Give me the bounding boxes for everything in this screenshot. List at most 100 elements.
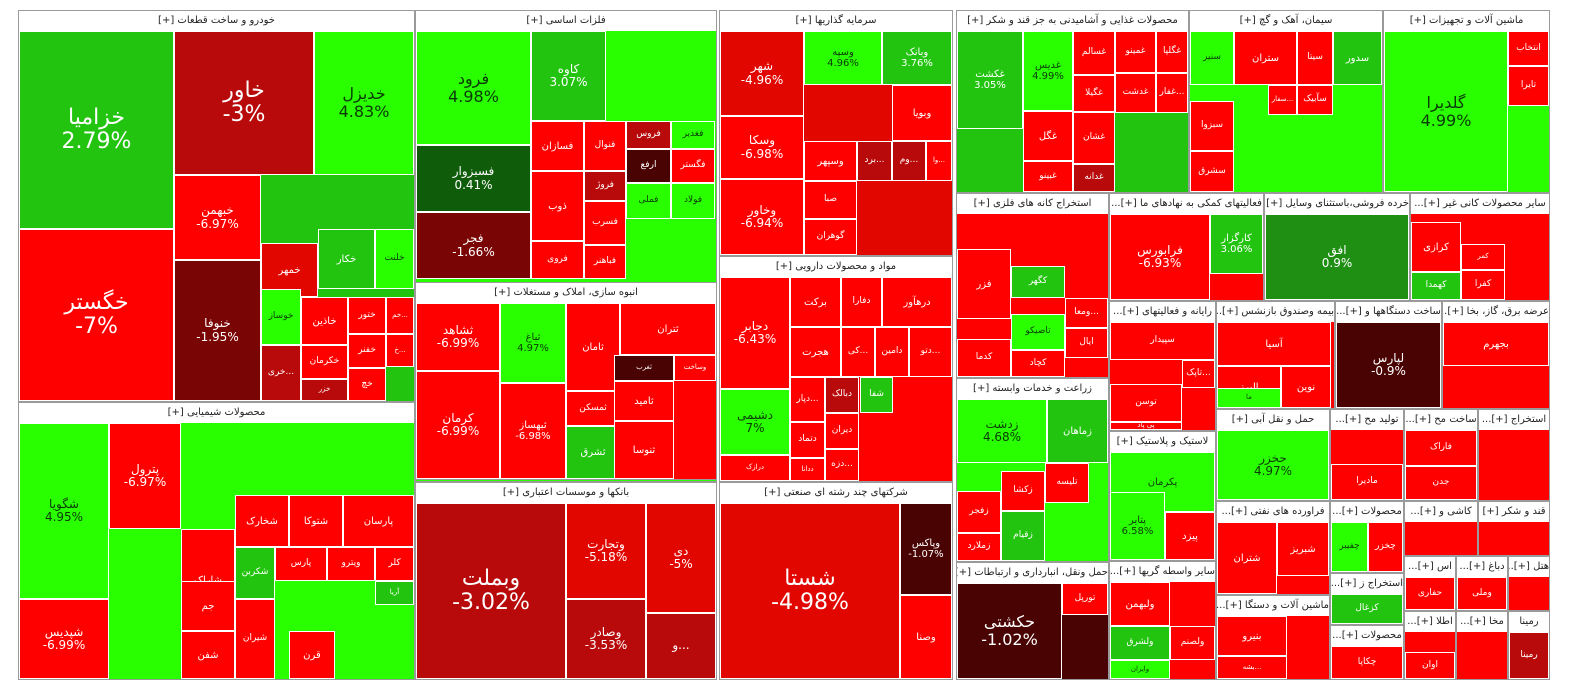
sector-header[interactable]: سایر محصولات کانی غیر [+]... [1411,194,1549,215]
stock-tile[interactable]: فروی [531,241,584,279]
stock-tile[interactable]: فسازان [531,121,584,171]
stock-tile[interactable]: سنیر [1190,31,1234,85]
sector-header[interactable]: ماشین آلات و تجهیزات [+] [1384,11,1549,32]
stock-tile[interactable]: فغدیر [671,121,715,149]
sector-header[interactable]: خرده فروشی،باستثنای وسایل [+]... [1265,194,1409,215]
stock-tile[interactable]: زماهان [1047,399,1108,463]
stock-tile[interactable]: پیزد [1165,512,1215,560]
stock-tile[interactable]: سپیدار [1110,322,1215,360]
sector-header[interactable]: اطلا [+]... [1405,612,1455,633]
stock-tile[interactable]: وساخت [674,355,716,381]
stock-tile[interactable]: ثامان [566,303,620,391]
stock-tile[interactable]: ما [1217,388,1281,408]
stock-tile[interactable]: پترول -6.97% [109,423,181,529]
stock-tile[interactable]: پارس [275,547,327,581]
stock-tile[interactable]: خوساز [261,289,301,345]
stock-tile[interactable]: حخزر 4.97% [1217,430,1329,500]
stock-tile[interactable]: وسپه 4.96% [804,31,882,85]
stock-tile[interactable]: ثنوسا [614,421,674,479]
stock-tile[interactable]: وایران [1110,660,1170,679]
stock-tile[interactable]: ...خم [386,297,414,334]
stock-tile[interactable]: ثبهساز -6.98% [500,383,566,479]
stock-tile[interactable]: غشان [1073,112,1115,164]
stock-tile[interactable]: آریا [375,581,414,605]
stock-tile[interactable]: وبملت -3.02% [416,503,566,679]
stock-tile[interactable]: پارسان [343,495,414,547]
stock-tile[interactable]: فنوال [584,121,626,171]
stock-tile[interactable]: دبالک [825,377,859,413]
stock-tile[interactable]: مادیرا [1331,464,1403,500]
stock-tile[interactable]: تایرا [1508,66,1549,106]
stock-tile[interactable]: خزر [301,379,348,401]
stock-tile[interactable]: زدشت 4.68% [957,399,1047,463]
stock-tile[interactable]: شخارک [235,495,289,547]
sector-header[interactable]: سرمایه گذاریها [+] [720,11,952,32]
stock-tile[interactable]: وخاور -6.94% [720,179,804,255]
stock-tile[interactable]: دیران [825,413,859,449]
stock-tile[interactable]: ...خری [261,345,301,401]
stock-tile[interactable]: دامین [875,327,909,377]
sector-header[interactable]: استخراج [+]... [1479,410,1549,431]
sector-header[interactable]: خودرو و ساخت قطعات [+] [19,11,414,32]
stock-tile[interactable]: خزامیا 2.79% [19,31,174,229]
stock-tile[interactable]: جم [181,581,235,631]
stock-tile[interactable]: فسبزوار 0.41% [416,145,531,212]
stock-tile[interactable]: شیران [235,599,275,679]
stock-tile[interactable]: شستا -4.98% [720,503,900,679]
stock-tile[interactable]: سیتا [1297,31,1333,85]
stock-tile[interactable]: وصنا [900,595,952,679]
stock-tile[interactable]: رمینا [1509,632,1549,679]
stock-tile[interactable]: کرازی [1411,222,1461,272]
stock-tile[interactable]: خکرمان [301,345,348,379]
sector-header[interactable]: محصولات [+]... [1331,502,1403,523]
stock-tile[interactable]: غسالم [1073,31,1115,75]
stock-tile[interactable]: ...دزه [825,449,859,481]
stock-tile[interactable]: خاور -3% [174,31,314,175]
stock-tile[interactable]: ثغرب [614,355,674,381]
stock-tile[interactable]: ثباغ 4.97% [500,303,566,383]
stock-tile[interactable]: حفاری [1405,577,1455,610]
sector-header[interactable]: حمل ونقل، انبارداری و ارتباطات [+] [957,563,1108,584]
stock-tile[interactable]: ...غفار [1156,73,1188,113]
stock-tile[interactable]: شهر -4.96% [720,31,804,116]
stock-tile[interactable]: ستران [1234,31,1297,85]
sector-header[interactable]: فراورده های نفتی [+]... [1217,502,1329,523]
stock-tile[interactable]: ذوب [531,171,584,241]
stock-tile[interactable]: غدشت [1115,73,1156,113]
sector-header[interactable]: محصولات شیمیایی [+] [19,403,414,424]
stock-tile[interactable]: درازک [720,455,790,481]
stock-tile[interactable]: خبهمن -6.97% [174,175,261,260]
stock-tile[interactable]: خچ [348,368,386,401]
stock-tile[interactable]: کارگزار 3.06% [1210,214,1263,274]
stock-tile[interactable]: قرن [289,631,335,679]
stock-tile[interactable]: تلیسه [1045,463,1089,503]
stock-tile[interactable]: حکشتی -1.02% [957,583,1062,679]
stock-tile[interactable]: کفرا [1461,270,1505,300]
stock-tile[interactable]: فرود 4.98% [416,31,531,145]
stock-tile[interactable]: وتجارت -5.18% [566,503,646,599]
sector-header[interactable]: هتل [+]... [1509,557,1549,578]
stock-tile[interactable]: ولصنم [1170,626,1215,660]
sector-header[interactable]: شرکتهای چند رشته ای صنعتی [+] [720,483,952,504]
stock-tile[interactable]: چخزر [1368,522,1403,572]
stock-tile[interactable]: فروس [626,121,671,149]
stock-tile[interactable]: ددانا [790,458,825,481]
stock-tile[interactable]: آسیا [1217,322,1331,366]
stock-tile[interactable]: درهآور [882,277,952,327]
stock-tile[interactable]: فرابورس -6.93% [1110,214,1210,300]
stock-tile[interactable]: ...وا [926,141,952,181]
stock-tile[interactable]: ...کی [841,327,875,377]
stock-tile[interactable]: دی -5% [646,503,716,613]
stock-tile[interactable]: زکشا [1001,471,1045,511]
sector-header[interactable]: ساخت مح [+]... [1405,410,1477,431]
stock-tile[interactable]: ...دپار [790,377,825,422]
stock-tile[interactable]: ...برد [857,141,892,181]
sector-header[interactable]: انبوه سازی، املاک و مستغلات [+] [416,283,716,304]
stock-tile[interactable]: گلدیرا 4.99% [1384,31,1508,192]
stock-tile[interactable]: کاوه 3.07% [531,31,606,121]
stock-tile[interactable]: ثامید [614,381,674,421]
stock-tile[interactable]: کدما [957,339,1011,377]
stock-tile[interactable]: ثتران [620,303,716,355]
stock-tile[interactable]: فزر [957,249,1011,319]
stock-tile[interactable]: گوهران [804,219,857,255]
